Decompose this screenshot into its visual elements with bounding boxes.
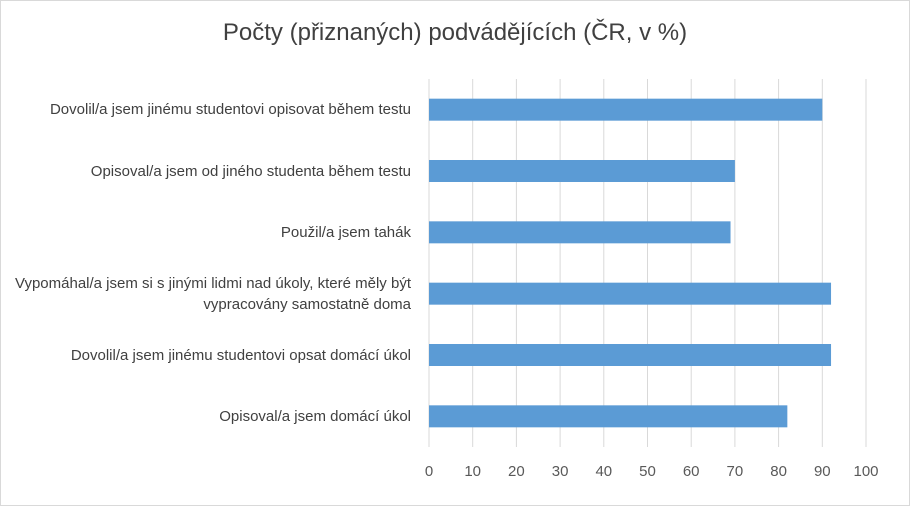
x-tick-label: 90 [813, 463, 831, 480]
x-tick-label: 40 [595, 463, 613, 480]
category-label: Dovolil/a jsem jinému studentovi opisova… [49, 101, 411, 119]
category-label: Opisoval/a jsem domácí úkol [219, 407, 411, 425]
x-tick-label: 20 [508, 463, 525, 480]
category-label: Vypomáhal/a jsem si s jinými lidmi nad ú… [15, 274, 411, 313]
x-tick-label: 50 [639, 463, 656, 480]
chart-title: Počty (přiznaných) podvádějících (ČR, v … [222, 19, 688, 46]
bar [429, 282, 832, 305]
bar [429, 221, 731, 244]
bar [429, 405, 788, 428]
bar [429, 160, 735, 182]
x-tick-label: 10 [464, 463, 482, 480]
x-tick-label: 30 [551, 463, 569, 480]
category-label: Použil/a jsem tahák [280, 223, 411, 241]
category-label: Opisoval/a jsem od jiného studenta během… [90, 162, 411, 180]
x-tick-label: 60 [682, 463, 700, 480]
x-tick-label: 80 [770, 463, 787, 480]
category-label: Dovolil/a jsem jinému studentovi opsat d… [70, 346, 411, 364]
bar [429, 344, 832, 366]
x-tick-label: 100 [853, 463, 879, 480]
bar [429, 98, 823, 121]
x-tick-label: 70 [726, 463, 744, 480]
x-tick-label: 0 [424, 463, 434, 480]
